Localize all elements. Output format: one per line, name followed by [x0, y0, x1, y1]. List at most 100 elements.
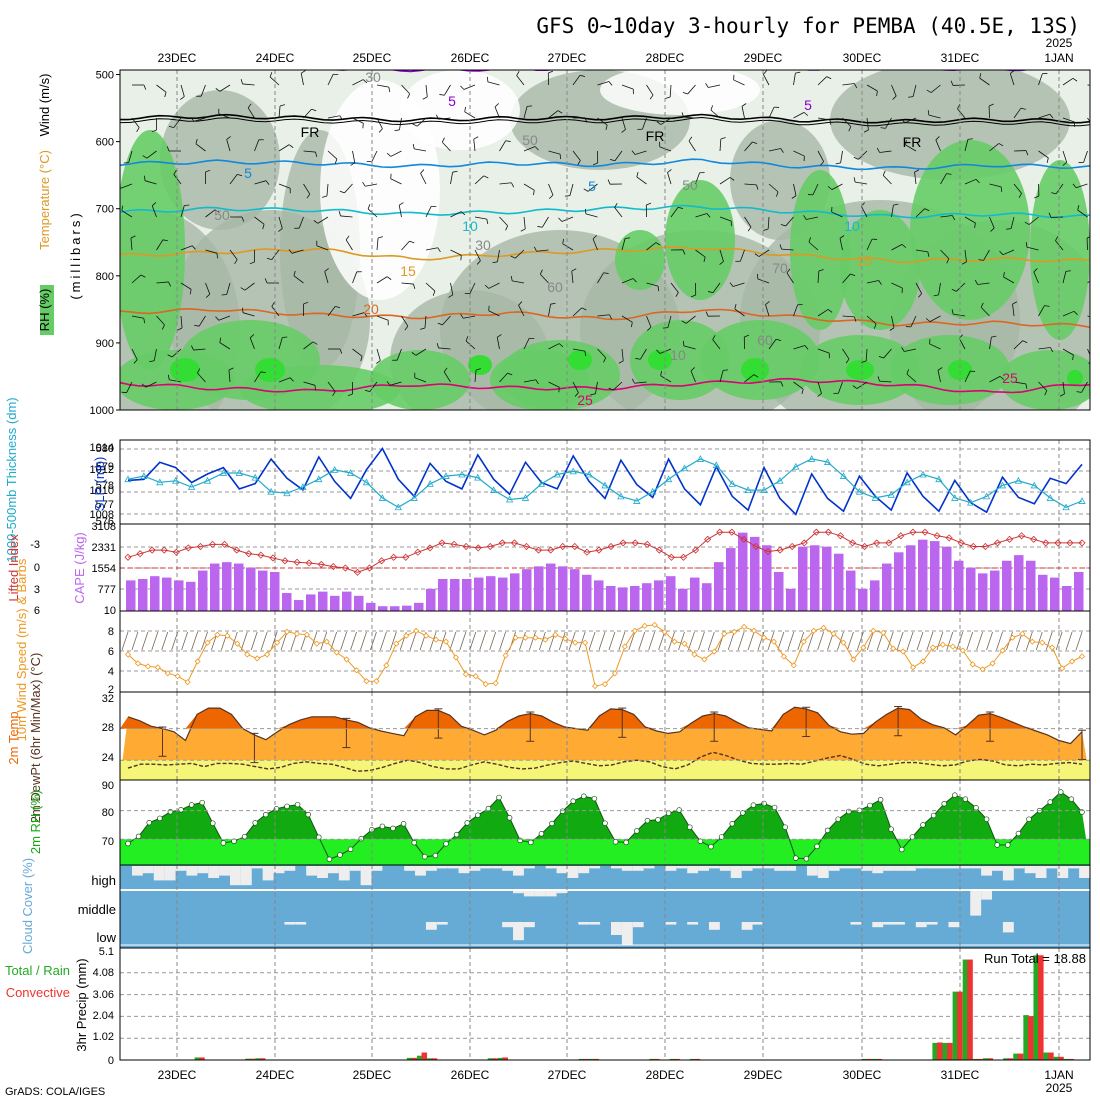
- date-bottom-0: 23DEC: [158, 1068, 197, 1082]
- wind-barb-flag-26-7: [765, 301, 770, 305]
- li-marker-56: [800, 539, 808, 547]
- wind-barb-31-0: [891, 84, 897, 97]
- li-marker-2: [148, 546, 156, 554]
- wind-barb-9-7: [352, 312, 365, 317]
- cloud-gap-high-77: [970, 866, 982, 869]
- wind-barb-13-1: [438, 117, 451, 120]
- li-marker-24: [414, 548, 422, 556]
- wind-barb-flag-5-0: [240, 79, 243, 85]
- wind-barb-flag-29-3: [827, 186, 833, 190]
- wind-barb-flag-36-5: [999, 250, 1004, 255]
- rh-marker-11: [241, 833, 248, 840]
- footer-credit: GrADS: COLA/IGES: [5, 1086, 105, 1098]
- wind-barb-flag-36-6: [1003, 271, 1005, 278]
- wind-barb-33-1: [928, 114, 941, 119]
- wind-barb-flag-19-2: [592, 162, 598, 166]
- date-axis-bottom: 23DEC 24DEC 25DEC 26DEC 27DEC 28DEC 29DEC 30DEC…: [158, 1068, 1074, 1082]
- precip-total-bar-13: [861, 1058, 868, 1060]
- wind-barb-flag-15-1: [494, 103, 499, 108]
- thickness-marker-38: [728, 480, 736, 487]
- contour-label-10: 15: [856, 253, 872, 269]
- wind-barb-33-2: [935, 139, 941, 152]
- wind-barb-15-6: [488, 282, 500, 289]
- precip-conv-bar-10: [653, 1058, 660, 1060]
- surface-barb-8: [201, 631, 208, 651]
- wind-barb-27-4: [785, 216, 794, 227]
- cloud-gap-high-63: [817, 866, 829, 878]
- thickness-marker-50: [919, 470, 927, 478]
- li-marker-62: [873, 539, 881, 547]
- wind-barb-34-5: [964, 249, 967, 262]
- wind-barb-flag-31-4: [893, 203, 899, 206]
- wind-barb-flag-37-6: [1033, 268, 1038, 273]
- cloud-gap-low-49: [665, 922, 677, 925]
- wind-barb-39-7: [1087, 315, 1090, 318]
- wind-barb-flag-18-0: [579, 74, 585, 77]
- li-marker-17: [329, 563, 337, 571]
- thickness-marker-12: [315, 475, 323, 483]
- wind-barb-30-1: [866, 117, 869, 130]
- wind-barb-flag-3-2: [195, 138, 198, 144]
- wind-barb-flag-2-1: [168, 125, 174, 128]
- wind-barb-1-3: [144, 180, 157, 185]
- wind-marker-45: [572, 639, 579, 646]
- wind-barb-3-9: [197, 372, 206, 383]
- wind-barb-26-8: [768, 339, 777, 350]
- cloud-gap-low-66: [850, 922, 862, 925]
- cloud-gap-high-49: [665, 866, 677, 871]
- slp-tick-3: 1008: [90, 509, 114, 521]
- wind-marker-92: [1039, 639, 1046, 646]
- wind-barb-flag-38-0: [1072, 77, 1078, 82]
- surface-barb-47: [588, 631, 596, 651]
- wind-barb-flag-8-7: [335, 306, 341, 309]
- wind-barb-6-3: [278, 183, 291, 189]
- wind-barb-20-1: [621, 117, 626, 130]
- li-marker-41: [619, 539, 627, 547]
- wind-barb-0-6: [131, 274, 142, 284]
- wind-barb-flag-5-6: [240, 287, 246, 291]
- precip-conv-bar-18: [967, 959, 973, 1060]
- surface-barb-48: [598, 631, 606, 651]
- li-marker-76: [1042, 539, 1050, 547]
- contour-label-12: 25: [577, 392, 593, 408]
- wind-barb-34-4: [964, 216, 976, 224]
- wind-barb-flag-11-0: [407, 93, 411, 99]
- rh-saturated-zone-0: [170, 358, 200, 382]
- wind-barb-15-3: [499, 182, 512, 185]
- cloud-gap-mid-35: [513, 890, 524, 894]
- cape-bar-77: [1050, 577, 1060, 611]
- wind-barb-37-6: [1033, 271, 1039, 284]
- wind-barb-flag-32-5: [927, 251, 930, 257]
- wind-barb-flag-14-4: [486, 219, 489, 225]
- wind-marker-34: [462, 671, 469, 678]
- wind-barb-16-7: [518, 305, 525, 317]
- rh-marker-25: [390, 825, 396, 832]
- wind-barb-0-4: [121, 210, 133, 218]
- li-marker-7: [208, 540, 217, 548]
- wind-barb-27-7: [793, 304, 798, 317]
- cloud-gap-high-14: [284, 866, 296, 871]
- temp-tick-2: 24: [102, 752, 114, 764]
- wind-barb-flag-35-7: [980, 302, 984, 308]
- wind-barb-flag-13-0: [439, 94, 445, 96]
- precip-label: 3hr Precip (mm): [74, 958, 89, 1051]
- cloud-gap-high-27: [425, 866, 437, 871]
- cloud-gap-low-15: [295, 922, 307, 925]
- wind-barb-flag-37-9: [1044, 390, 1048, 396]
- rh-marker-83: [1005, 842, 1011, 848]
- li-marker-55: [788, 542, 796, 551]
- wind-barb-flag-26-4: [763, 228, 769, 231]
- thickness-marker-26: [537, 480, 546, 487]
- thickness-marker-21: [458, 470, 466, 478]
- wind-barb-flag-1-9: [141, 383, 146, 388]
- wind-barb-27-5: [781, 248, 794, 251]
- cloud-fill: [120, 865, 1090, 948]
- wind-barb-8-6: [324, 271, 329, 284]
- wind-barb-32-1: [904, 117, 917, 124]
- li-line: [127, 531, 1082, 573]
- wind-barb-flag-33-3: [946, 173, 952, 175]
- wind-marker-40: [522, 634, 529, 641]
- cloud-gap-high-2: [153, 866, 165, 881]
